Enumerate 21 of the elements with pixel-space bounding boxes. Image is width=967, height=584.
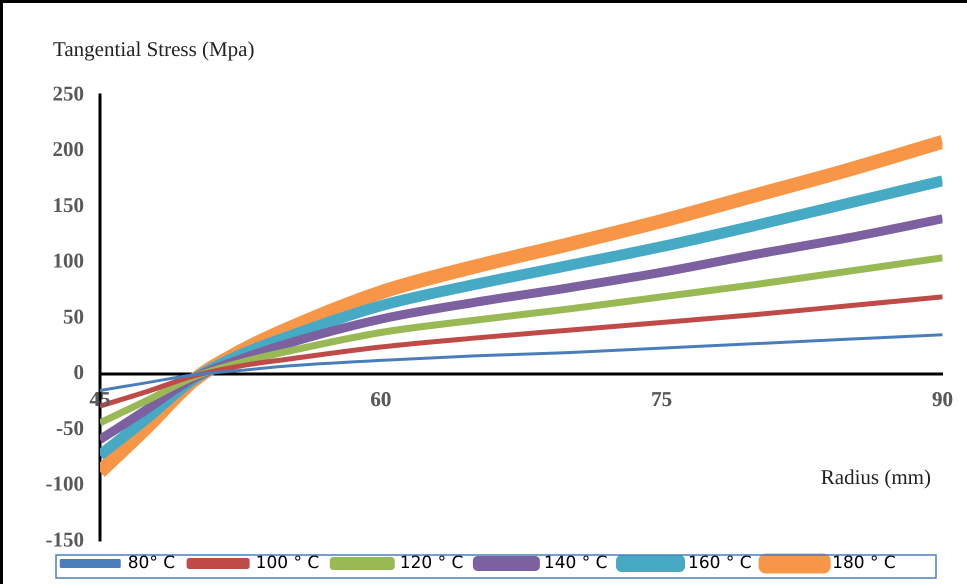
legend-label: 160 ° C: [688, 552, 752, 573]
x-tick-label: 90: [932, 386, 953, 411]
legend-label: 80° C: [128, 552, 176, 573]
legend-label: 180 ° C: [832, 552, 896, 573]
y-tick-label: 200: [52, 137, 84, 162]
y-tick-label: 250: [52, 81, 84, 106]
legend-label: 140 ° C: [544, 552, 608, 573]
legend-label: 120 ° C: [400, 552, 464, 573]
x-axis-title: Radius (mm): [820, 465, 931, 490]
y-tick-label: 0: [74, 360, 84, 384]
y-tick-label: -50: [56, 416, 84, 440]
y-tick-label: 50: [63, 304, 84, 328]
y-tick-label: 100: [52, 248, 84, 273]
x-tick-label: 75: [651, 386, 672, 411]
y-tick-label: -100: [46, 472, 84, 496]
legend-label: 100 ° C: [256, 552, 320, 573]
y-tick-label: -150: [46, 527, 84, 552]
line-series: [100, 333, 942, 392]
y-tick-label: 150: [52, 192, 84, 217]
y-axis-title: Tangential Stress (Mpa): [53, 37, 254, 62]
x-tick-label: 60: [370, 386, 392, 411]
